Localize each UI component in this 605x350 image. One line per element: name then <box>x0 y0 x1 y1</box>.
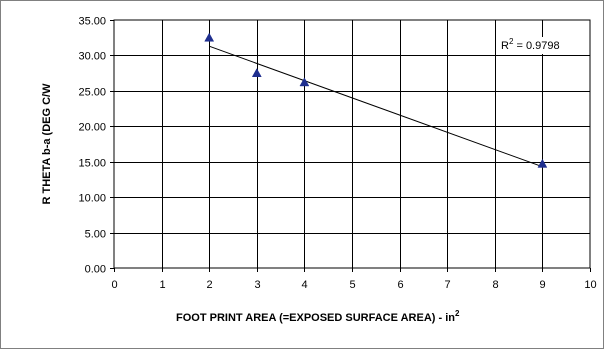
r2-label-box <box>496 37 580 54</box>
data-point-triangle <box>204 32 215 42</box>
y-tick-label: 30.00 <box>78 51 106 63</box>
y-tick-label: 15.00 <box>78 158 106 170</box>
x-tick-label: 2 <box>206 279 212 291</box>
y-tick-label: 20.00 <box>78 122 106 134</box>
x-axis-title: FOOT PRINT AREA (=EXPOSED SURFACE AREA) … <box>176 309 460 324</box>
x-tick-label: 5 <box>349 279 355 291</box>
x-tick-labels: 0 1 2 3 4 5 6 7 8 9 10 <box>111 279 596 291</box>
x-tick-label: 6 <box>397 279 403 291</box>
x-tick-label: 0 <box>111 279 117 291</box>
x-tick-label: 1 <box>159 279 165 291</box>
data-point-triangle <box>537 158 548 168</box>
x-tick-label: 10 <box>584 279 596 291</box>
y-tick-label: 5.00 <box>85 229 106 241</box>
y-tick-labels: 0.00 5.00 10.00 15.00 20.00 25.00 30.00 35.00 <box>78 16 106 276</box>
y-tick-label: 10.00 <box>78 193 106 205</box>
trendline <box>209 45 543 168</box>
data-points <box>204 32 548 168</box>
y-tick-label: 35.00 <box>78 16 106 28</box>
y-tick-label: 25.00 <box>78 87 106 99</box>
plot-border <box>113 19 591 269</box>
x-tick-label: 9 <box>539 279 545 291</box>
x-tick-label: 8 <box>492 279 498 291</box>
x-tick-label: 3 <box>254 279 260 291</box>
x-tick-label: 4 <box>301 279 307 291</box>
r2-label: R2 = 0.9798 <box>501 37 560 52</box>
gridlines <box>110 20 591 272</box>
data-point-triangle <box>299 77 310 87</box>
data-point-triangle <box>251 68 262 77</box>
y-tick-label: 0.00 <box>85 264 106 276</box>
x-tick-label: 7 <box>444 279 450 291</box>
y-axis-title: R THETA b-a (DEG C/W <box>41 83 53 205</box>
